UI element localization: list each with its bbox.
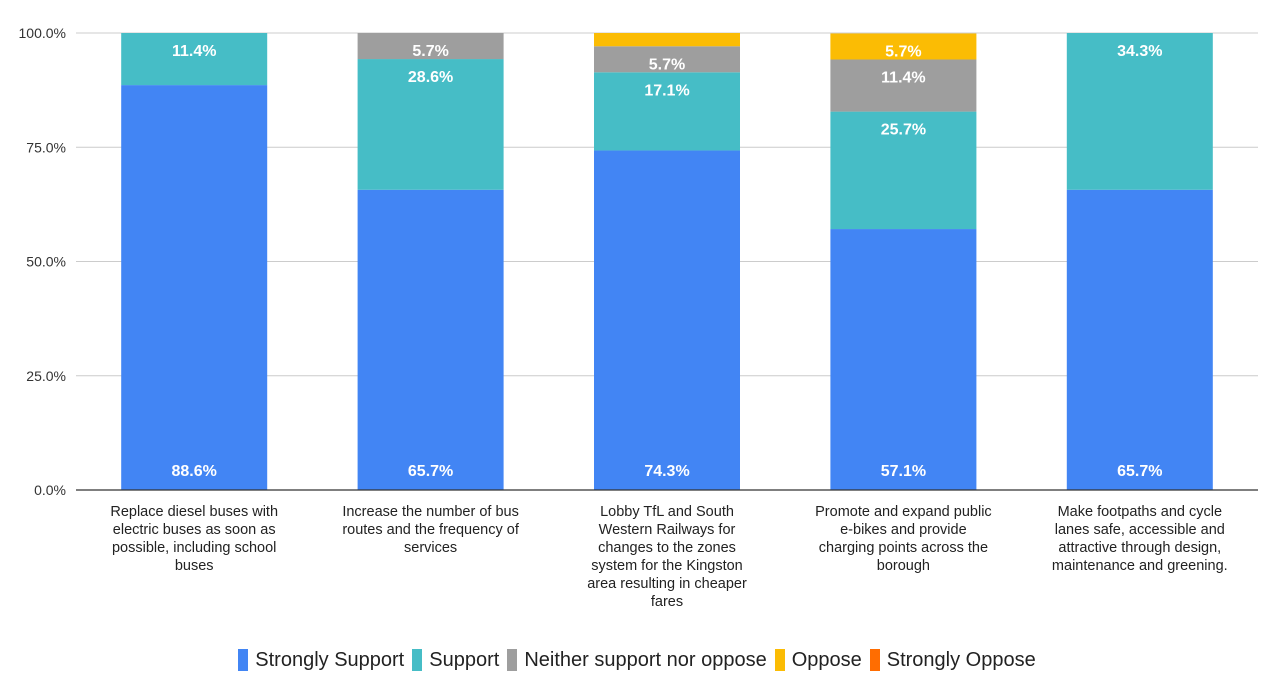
bar-segment <box>594 46 740 73</box>
legend-swatch <box>774 649 785 671</box>
chart-legend: Strongly Support Support Neither support n… <box>0 646 1274 674</box>
legend-item: Neither support nor oppose <box>507 648 767 672</box>
x-category-label: Promote and expand public e-bikes and pro… <box>815 504 992 574</box>
data-label: 25.7% <box>881 122 926 139</box>
legend-label: Oppose <box>791 648 862 671</box>
legend-item: Support <box>412 649 499 672</box>
y-tick-label: 75.0% <box>26 139 66 155</box>
bar-segment <box>357 59 504 190</box>
x-category-label: Lobby TfL and South Western Railways for c… <box>587 504 747 610</box>
data-label: 88.6% <box>172 463 217 480</box>
x-category-label: Make footpaths and cycle lanes safe, acce… <box>1052 504 1228 574</box>
legend-label: Strongly Oppose <box>886 648 1036 671</box>
stacked-bar-chart: 0.0% 25.0% 50.0% 75.0% 100.0% 88.6% 11.4% Repla… <box>18 18 1258 610</box>
x-category-label: Increase the number of bus routes and the… <box>342 504 520 556</box>
legend-swatch <box>869 649 880 671</box>
bar-segment <box>830 59 977 112</box>
legend-label: Neither support nor oppose <box>524 648 767 671</box>
legend-swatch <box>412 649 423 671</box>
data-label: 5.7% <box>885 43 921 60</box>
bar-segment <box>121 85 268 491</box>
legend-swatch <box>507 649 518 671</box>
legend-item: Strongly Support <box>238 649 404 672</box>
bar-segment <box>357 189 504 490</box>
data-label: 17.1% <box>644 82 689 99</box>
data-label: 65.7% <box>1117 463 1162 480</box>
bar-segment <box>1066 33 1213 190</box>
legend-swatch <box>238 649 249 671</box>
bar-segment <box>830 111 977 230</box>
legend-item: Oppose <box>774 648 862 672</box>
bar-segment <box>357 33 504 60</box>
legend-label: Support <box>429 648 500 671</box>
bar-segment <box>830 229 977 491</box>
x-category-label: Replace diesel buses with electric buses … <box>110 504 278 574</box>
bar-segment <box>121 33 268 86</box>
legend-label: Strongly Support <box>255 648 405 671</box>
bar-segment <box>830 33 977 60</box>
data-label: 65.7% <box>408 463 453 480</box>
data-label: 2.9% <box>649 18 685 35</box>
data-label: 74.3% <box>644 463 689 480</box>
data-label: 28.6% <box>408 69 453 86</box>
data-label: 11.4% <box>172 43 216 60</box>
bar-segment <box>1066 189 1213 490</box>
data-label: 5.7% <box>412 43 448 60</box>
bar-segment <box>594 72 740 151</box>
bar-segment <box>594 150 740 490</box>
data-label: 11.4% <box>881 70 925 87</box>
y-tick-label: 50.0% <box>26 254 66 270</box>
y-tick-label: 25.0% <box>26 368 66 384</box>
legend-item: Strongly Oppose <box>869 648 1036 672</box>
data-label: 5.7% <box>649 56 685 73</box>
bar-segment <box>594 33 740 47</box>
data-label: 34.3% <box>1117 43 1162 60</box>
y-tick-label: 0.0% <box>34 482 66 498</box>
data-label: 57.1% <box>881 463 926 480</box>
y-tick-label: 100.0% <box>19 25 66 41</box>
